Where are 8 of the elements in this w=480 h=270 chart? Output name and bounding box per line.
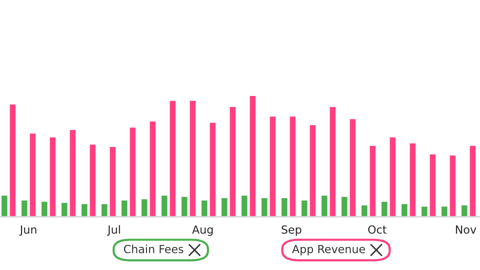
text: Chain Fees — [124, 244, 184, 254]
x-tick-label: Oct — [368, 225, 386, 234]
x-tick-label: Sep — [282, 225, 302, 236]
text: App Revenue — [292, 244, 366, 256]
x-tick-label: Jun — [19, 225, 36, 236]
x-tick-label: Nov — [456, 225, 476, 234]
x-tick-label: Jul — [107, 225, 120, 236]
x-tick-label: Aug — [192, 225, 213, 236]
